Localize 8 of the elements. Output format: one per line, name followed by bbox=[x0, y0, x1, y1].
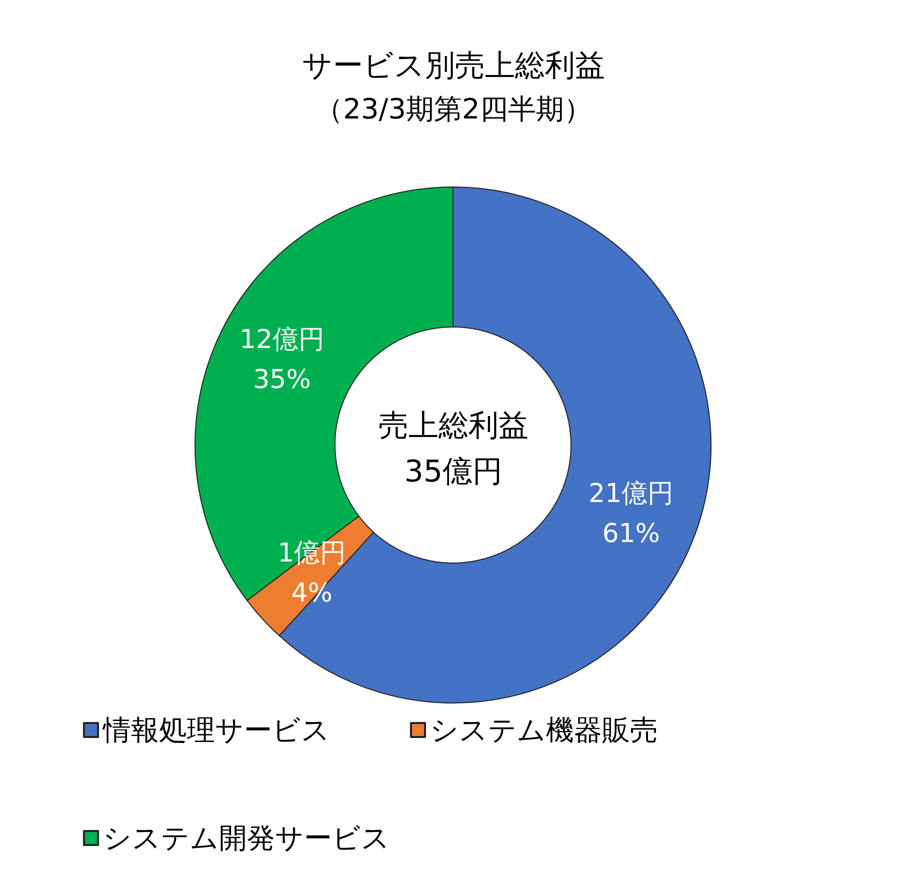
legend-label: 情報処理サービス bbox=[102, 714, 330, 746]
legend-label: システム開発サービス bbox=[103, 822, 390, 854]
data-label: 21億円 61% bbox=[588, 478, 674, 549]
chart-subtitle: （23/3期第2四半期） bbox=[315, 92, 592, 126]
data-label: 12億円 35% bbox=[239, 324, 325, 395]
text: 売上総利益 35億円 bbox=[378, 408, 528, 490]
chart-title: サービス別売上総利益 bbox=[302, 48, 605, 84]
legend-label: システム機器販売 bbox=[430, 714, 658, 746]
